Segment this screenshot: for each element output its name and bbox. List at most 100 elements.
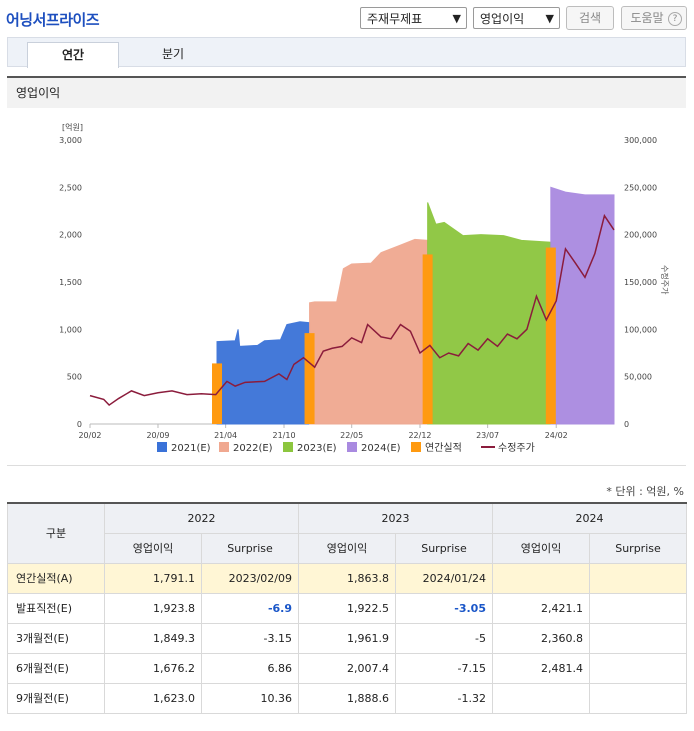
help-icon: ? — [668, 12, 682, 26]
unit-note: * 단위 : 억원, % — [606, 485, 684, 498]
surprise-cell — [589, 562, 687, 594]
surprise-cell: -5 — [395, 622, 493, 654]
estimate-area-2021(E) — [216, 321, 311, 425]
legend-swatch — [219, 442, 229, 452]
tab-annual[interactable]: 연간 — [27, 42, 119, 68]
x-tick-label: 21/04 — [214, 431, 237, 440]
x-tick-label: 20/09 — [146, 431, 169, 440]
price-line — [89, 213, 615, 407]
y-left-unit-label: [억원] — [62, 122, 83, 132]
y-left-tick-label: 1,500 — [59, 278, 82, 287]
actual-bar — [304, 333, 315, 424]
y-right-tick-label: 200,000 — [624, 231, 657, 240]
op-income-cell: 2,421.1 — [492, 592, 590, 624]
table-body: 연간실적(A) 1,791.1 2023/02/09 1,863.8 2024/01/2… — [7, 562, 687, 714]
op-income-cell: 1,623.0 — [104, 682, 202, 714]
op-income-cell: 1,923.8 — [104, 592, 202, 624]
op-income-cell — [492, 682, 590, 714]
help-label: 도움말 — [630, 11, 664, 25]
chevron-down-icon: ▼ — [545, 12, 554, 25]
tab-quarterly[interactable]: 분기 — [161, 47, 185, 61]
search-button[interactable]: 검색 — [566, 6, 614, 30]
x-tick-label: 24/02 — [545, 431, 568, 440]
year-header-2022: 2022 — [104, 502, 299, 534]
op-income-cell: 1,791.1 — [104, 562, 202, 594]
chevron-down-icon: ▼ — [452, 12, 461, 25]
y-right-tick-label: 150,000 — [624, 278, 657, 287]
divider — [7, 465, 686, 466]
y-right-tick-label: 50,000 — [624, 373, 652, 382]
col-header-category: 구분 — [7, 502, 105, 564]
sub-header-surprise: Surprise — [395, 532, 493, 564]
legend-label: 2023(E) — [297, 443, 337, 454]
period-tabs: 연간 분기 — [7, 37, 686, 68]
surprise-cell: 2023/02/09 — [201, 562, 299, 594]
y-left-tick-label: 0 — [77, 420, 82, 429]
sub-header-op: 영업이익 — [104, 532, 202, 564]
surprise-cell — [589, 682, 687, 714]
y-left-tick-label: 500 — [67, 373, 82, 382]
sub-header-op: 영업이익 — [298, 532, 396, 564]
y-left-tick-label: 1,000 — [59, 325, 82, 334]
chart-svg: 3,000 2,500 2,000 1,500 1,000 500 0 300,000 250,… — [59, 122, 670, 454]
surprise-cell: -3.15 — [201, 622, 299, 654]
metric-select[interactable]: 영업이익 ▼ — [473, 7, 560, 29]
op-income-cell — [492, 562, 590, 594]
legend-swatch — [283, 442, 293, 452]
legend-label: 2024(E) — [361, 443, 401, 454]
sub-header-op: 영업이익 — [492, 532, 590, 564]
op-income-cell: 1,863.8 — [298, 562, 396, 594]
table-row: 9개월전(E) 1,623.0 10.36 1,888.6 -1.32 — [7, 682, 687, 714]
row-label: 3개월전(E) — [7, 622, 105, 654]
page-title: 어닝서프라이즈 — [6, 11, 100, 29]
y-left-tick-label: 2,000 — [59, 231, 82, 240]
help-button[interactable]: 도움말 ? — [621, 6, 687, 30]
op-income-cell: 2,481.4 — [492, 652, 590, 684]
op-income-cell: 2,360.8 — [492, 622, 590, 654]
surprise-cell: 10.36 — [201, 682, 299, 714]
sub-header-surprise: Surprise — [201, 532, 299, 564]
statement-type-select[interactable]: 주재무제표 ▼ — [360, 7, 467, 29]
op-income-cell: 1,922.5 — [298, 592, 396, 624]
row-label: 6개월전(E) — [7, 652, 105, 684]
op-income-cell: 2,007.4 — [298, 652, 396, 684]
surprise-cell — [589, 622, 687, 654]
x-tick-label: 20/02 — [78, 431, 101, 440]
actual-bar — [422, 254, 433, 424]
y-left-tick-label: 2,500 — [59, 183, 82, 192]
year-header-2024: 2024 — [492, 502, 687, 534]
surprise-cell: -3.05 — [395, 592, 493, 624]
op-income-cell: 1,888.6 — [298, 682, 396, 714]
surprise-table: 구분 2022 2023 2024 영업이익 Surprise 영업이익 Sur… — [7, 502, 687, 714]
op-income-cell: 1,849.3 — [104, 622, 202, 654]
op-income-cell: 1,676.2 — [104, 652, 202, 684]
legend-label: 2021(E) — [171, 443, 211, 454]
y-left-tick-label: 3,000 — [59, 136, 82, 145]
section-title: 영업이익 — [7, 76, 686, 108]
legend-label: 2022(E) — [233, 443, 273, 454]
legend-label: 수정주가 — [498, 442, 535, 454]
x-tick-label: 22/12 — [408, 431, 431, 440]
x-tick-label: 22/05 — [340, 431, 363, 440]
y-right-tick-label: 300,000 — [624, 136, 657, 145]
table-row: 연간실적(A) 1,791.1 2023/02/09 1,863.8 2024/01/2… — [7, 562, 687, 594]
row-label: 9개월전(E) — [7, 682, 105, 714]
legend-swatch — [411, 442, 421, 452]
row-label: 발표직전(E) — [7, 592, 105, 624]
sub-header-surprise: Surprise — [589, 532, 687, 564]
surprise-cell: -6.9 — [201, 592, 299, 624]
year-header-2023: 2023 — [298, 502, 493, 534]
statement-type-value: 주재무제표 — [367, 12, 423, 26]
table-row: 3개월전(E) 1,849.3 -3.15 1,961.9 -5 2,360.8 — [7, 622, 687, 654]
y-right-axis-title: 수정주가 — [660, 265, 670, 295]
actual-bar — [545, 247, 556, 424]
surprise-cell: 6.86 — [201, 652, 299, 684]
y-right-tick-label: 100,000 — [624, 325, 657, 334]
top-bar: 어닝서프라이즈 주재무제표 ▼ 영업이익 ▼ 검색 도움말 ? — [0, 0, 694, 36]
legend-swatch — [157, 442, 167, 452]
metric-value: 영업이익 — [480, 12, 525, 26]
surprise-cell — [589, 652, 687, 684]
table-row: 6개월전(E) 1,676.2 6.86 2,007.4 -7.15 2,481.4 — [7, 652, 687, 684]
x-tick-label: 23/07 — [476, 431, 499, 440]
surprise-cell: -7.15 — [395, 652, 493, 684]
